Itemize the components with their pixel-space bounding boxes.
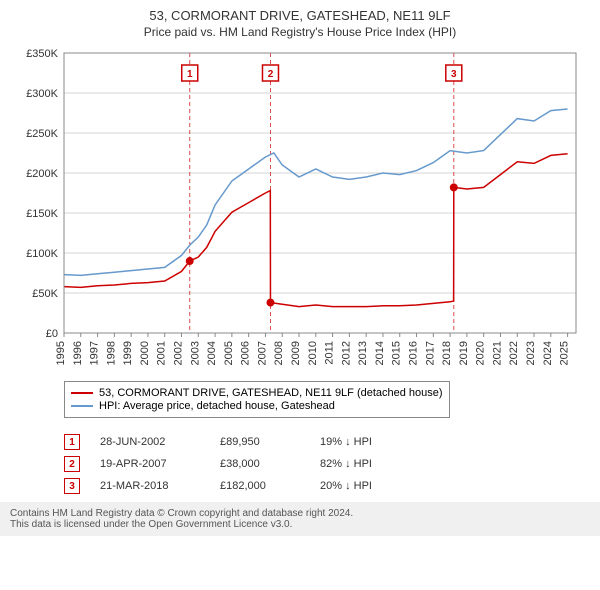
- attribution-line2: This data is licensed under the Open Gov…: [10, 519, 590, 530]
- svg-text:2005: 2005: [223, 341, 235, 365]
- event-date: 19-APR-2007: [100, 458, 200, 470]
- event-delta: 82% ↓ HPI: [320, 458, 420, 470]
- svg-text:1: 1: [187, 69, 193, 80]
- attribution: Contains HM Land Registry data © Crown c…: [0, 502, 600, 536]
- svg-text:1998: 1998: [105, 341, 117, 365]
- svg-text:2010: 2010: [307, 341, 319, 365]
- svg-text:1999: 1999: [122, 341, 134, 365]
- svg-text:2000: 2000: [139, 341, 151, 365]
- chart-subtitle: Price paid vs. HM Land Registry's House …: [12, 25, 588, 39]
- svg-text:2002: 2002: [173, 341, 185, 365]
- event-price: £38,000: [220, 458, 300, 470]
- legend-label: 53, CORMORANT DRIVE, GATESHEAD, NE11 9LF…: [99, 387, 443, 399]
- svg-text:1997: 1997: [89, 341, 101, 365]
- event-delta: 19% ↓ HPI: [320, 436, 420, 448]
- event-marker: 3: [64, 478, 80, 494]
- legend-row: 53, CORMORANT DRIVE, GATESHEAD, NE11 9LF…: [71, 387, 443, 399]
- svg-text:2017: 2017: [424, 341, 436, 365]
- svg-text:1995: 1995: [55, 341, 67, 365]
- event-marker: 2: [64, 456, 80, 472]
- svg-text:2001: 2001: [156, 341, 168, 365]
- svg-text:2016: 2016: [408, 341, 420, 365]
- chart-title: 53, CORMORANT DRIVE, GATESHEAD, NE11 9LF: [12, 8, 588, 23]
- svg-text:£150K: £150K: [26, 208, 58, 220]
- event-list: 1 28-JUN-2002 £89,950 19% ↓ HPI 2 19-APR-2007…: [64, 434, 588, 494]
- legend: 53, CORMORANT DRIVE, GATESHEAD, NE11 9LF…: [64, 381, 450, 418]
- legend-swatch: [71, 405, 93, 407]
- svg-text:2011: 2011: [324, 341, 336, 365]
- svg-text:£250K: £250K: [26, 128, 58, 140]
- svg-text:2009: 2009: [290, 341, 302, 365]
- svg-text:3: 3: [451, 69, 457, 80]
- svg-text:2021: 2021: [491, 341, 503, 365]
- svg-text:£200K: £200K: [26, 168, 58, 180]
- svg-text:£350K: £350K: [26, 48, 58, 60]
- line-chart-svg: £0 £50K £100K £150K £200K £250K £300K £350K 1 2 3 1…: [12, 47, 588, 375]
- svg-text:£100K: £100K: [26, 248, 58, 260]
- chart-container: 53, CORMORANT DRIVE, GATESHEAD, NE11 9LF…: [0, 0, 600, 536]
- svg-text:2004: 2004: [206, 341, 218, 365]
- svg-text:2013: 2013: [357, 341, 369, 365]
- svg-text:2019: 2019: [458, 341, 470, 365]
- legend-row: HPI: Average price, detached house, Gate…: [71, 400, 443, 412]
- svg-text:2003: 2003: [189, 341, 201, 365]
- svg-text:1996: 1996: [72, 341, 84, 365]
- svg-text:£50K: £50K: [32, 288, 58, 300]
- chart-plot-area: £0 £50K £100K £150K £200K £250K £300K £350K 1 2 3 1…: [12, 47, 588, 375]
- svg-text:2025: 2025: [559, 341, 571, 365]
- svg-text:2020: 2020: [475, 341, 487, 365]
- svg-text:2007: 2007: [256, 341, 268, 365]
- attribution-line1: Contains HM Land Registry data © Crown c…: [10, 508, 590, 519]
- svg-text:2008: 2008: [273, 341, 285, 365]
- svg-text:£300K: £300K: [26, 88, 58, 100]
- svg-text:2015: 2015: [391, 341, 403, 365]
- event-row: 1 28-JUN-2002 £89,950 19% ↓ HPI: [64, 434, 588, 450]
- svg-text:£0: £0: [46, 328, 58, 340]
- svg-text:2006: 2006: [240, 341, 252, 365]
- svg-text:2: 2: [268, 69, 274, 80]
- svg-text:2022: 2022: [508, 341, 520, 365]
- event-row: 2 19-APR-2007 £38,000 82% ↓ HPI: [64, 456, 588, 472]
- svg-text:2023: 2023: [525, 341, 537, 365]
- event-marker: 1: [64, 434, 80, 450]
- legend-label: HPI: Average price, detached house, Gate…: [99, 400, 335, 412]
- event-price: £89,950: [220, 436, 300, 448]
- svg-text:2024: 2024: [542, 341, 554, 365]
- svg-text:2012: 2012: [340, 341, 352, 365]
- legend-swatch: [71, 392, 93, 394]
- event-date: 21-MAR-2018: [100, 480, 200, 492]
- event-row: 3 21-MAR-2018 £182,000 20% ↓ HPI: [64, 478, 588, 494]
- svg-text:2018: 2018: [441, 341, 453, 365]
- event-delta: 20% ↓ HPI: [320, 480, 420, 492]
- svg-text:2014: 2014: [374, 341, 386, 365]
- event-price: £182,000: [220, 480, 300, 492]
- event-date: 28-JUN-2002: [100, 436, 200, 448]
